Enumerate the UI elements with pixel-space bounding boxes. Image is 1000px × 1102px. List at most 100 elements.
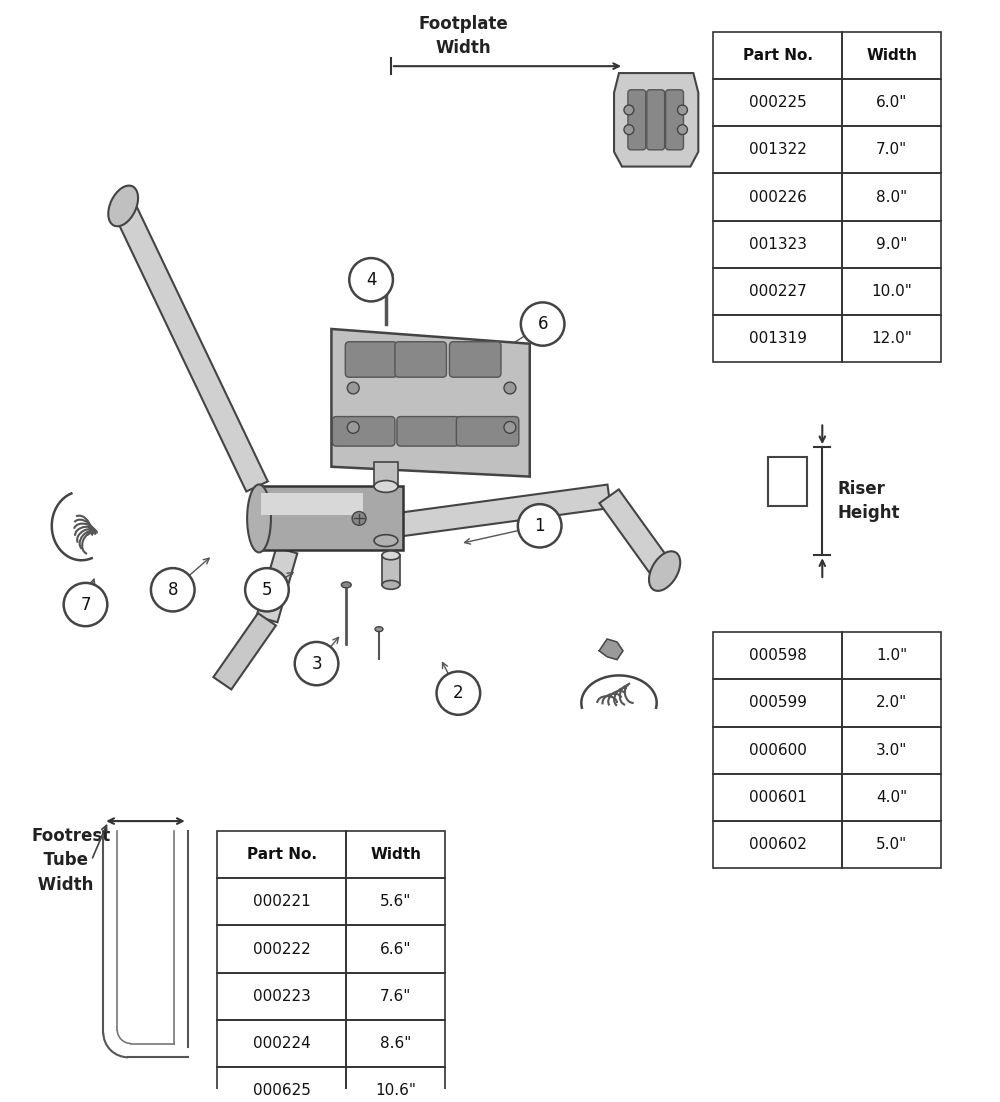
Bar <box>842 679 941 726</box>
Text: 12.0": 12.0" <box>871 332 912 346</box>
Circle shape <box>504 382 516 393</box>
Ellipse shape <box>247 485 271 552</box>
Circle shape <box>349 258 393 302</box>
FancyBboxPatch shape <box>395 342 446 377</box>
Bar <box>842 726 941 774</box>
Text: 10.6": 10.6" <box>375 1083 416 1099</box>
Text: 1.0": 1.0" <box>876 648 907 663</box>
Bar <box>768 457 807 506</box>
Circle shape <box>518 504 561 548</box>
FancyBboxPatch shape <box>456 417 519 446</box>
Text: 000222: 000222 <box>253 941 311 957</box>
Text: 000600: 000600 <box>749 743 807 758</box>
Bar <box>374 486 398 541</box>
Polygon shape <box>112 201 268 491</box>
Text: 8: 8 <box>168 581 178 598</box>
Bar <box>842 774 941 821</box>
Text: 000602: 000602 <box>749 838 807 852</box>
Circle shape <box>347 382 359 393</box>
Circle shape <box>151 569 195 612</box>
Bar <box>346 1019 445 1067</box>
Bar <box>346 878 445 926</box>
Bar <box>713 774 842 821</box>
Polygon shape <box>599 639 623 660</box>
Circle shape <box>295 642 338 685</box>
FancyBboxPatch shape <box>345 342 397 377</box>
Text: 4.0": 4.0" <box>876 790 907 804</box>
Text: 4: 4 <box>366 271 376 289</box>
Text: 001319: 001319 <box>749 332 807 346</box>
Text: Width: Width <box>435 40 491 57</box>
Circle shape <box>64 583 107 626</box>
Text: 3.0": 3.0" <box>876 743 907 758</box>
Bar <box>217 973 346 1019</box>
FancyBboxPatch shape <box>449 342 501 377</box>
Text: 000223: 000223 <box>253 988 311 1004</box>
Bar <box>257 486 403 550</box>
Ellipse shape <box>374 534 398 547</box>
Circle shape <box>245 569 289 612</box>
Bar <box>346 831 445 878</box>
Text: 2: 2 <box>453 684 464 702</box>
Text: 001322: 001322 <box>749 142 807 158</box>
Text: Part No.: Part No. <box>247 847 317 862</box>
Bar <box>713 821 842 868</box>
Polygon shape <box>331 329 530 476</box>
Bar <box>217 831 346 878</box>
FancyBboxPatch shape <box>628 89 646 150</box>
Text: Part No.: Part No. <box>743 47 813 63</box>
Ellipse shape <box>341 582 351 587</box>
Text: 3: 3 <box>311 655 322 672</box>
Text: 10.0": 10.0" <box>871 284 912 299</box>
Bar <box>382 555 400 585</box>
Text: 6.6": 6.6" <box>380 941 412 957</box>
Bar <box>346 926 445 973</box>
Ellipse shape <box>108 185 138 226</box>
Polygon shape <box>614 73 698 166</box>
Bar <box>217 878 346 926</box>
Text: 7.0": 7.0" <box>876 142 907 158</box>
Text: Footrest: Footrest <box>32 826 111 845</box>
Text: 7: 7 <box>80 595 91 614</box>
Polygon shape <box>256 548 297 623</box>
Text: 000225: 000225 <box>749 95 807 110</box>
Bar <box>842 268 941 315</box>
Text: Width: Width <box>866 47 917 63</box>
Text: 000224: 000224 <box>253 1036 311 1051</box>
Bar <box>713 32 842 79</box>
Ellipse shape <box>374 480 398 493</box>
Text: 6: 6 <box>537 315 548 333</box>
Bar <box>842 633 941 679</box>
Text: Riser
Height: Riser Height <box>837 480 900 522</box>
Text: Width: Width <box>370 847 421 862</box>
Bar <box>713 220 842 268</box>
Circle shape <box>521 302 564 346</box>
Text: 000226: 000226 <box>749 190 807 205</box>
Text: 1: 1 <box>534 517 545 534</box>
Text: 9.0": 9.0" <box>876 237 907 252</box>
Text: Width: Width <box>32 876 93 894</box>
Text: 000625: 000625 <box>253 1083 311 1099</box>
Text: 000221: 000221 <box>253 895 311 909</box>
Bar <box>842 32 941 79</box>
FancyBboxPatch shape <box>397 417 459 446</box>
Bar <box>217 1019 346 1067</box>
Bar <box>713 268 842 315</box>
Bar <box>346 1067 445 1102</box>
Text: 001323: 001323 <box>749 237 807 252</box>
Text: 000601: 000601 <box>749 790 807 804</box>
Ellipse shape <box>375 627 383 631</box>
Bar <box>217 1067 346 1102</box>
Circle shape <box>678 125 687 134</box>
Bar <box>842 79 941 127</box>
Text: 8.0": 8.0" <box>876 190 907 205</box>
Bar <box>713 173 842 220</box>
Ellipse shape <box>382 581 400 590</box>
Text: 000598: 000598 <box>749 648 807 663</box>
Text: 2.0": 2.0" <box>876 695 907 711</box>
Text: 8.6": 8.6" <box>380 1036 412 1051</box>
Circle shape <box>504 421 516 433</box>
Bar <box>842 821 941 868</box>
Ellipse shape <box>649 551 680 591</box>
FancyBboxPatch shape <box>647 89 665 150</box>
